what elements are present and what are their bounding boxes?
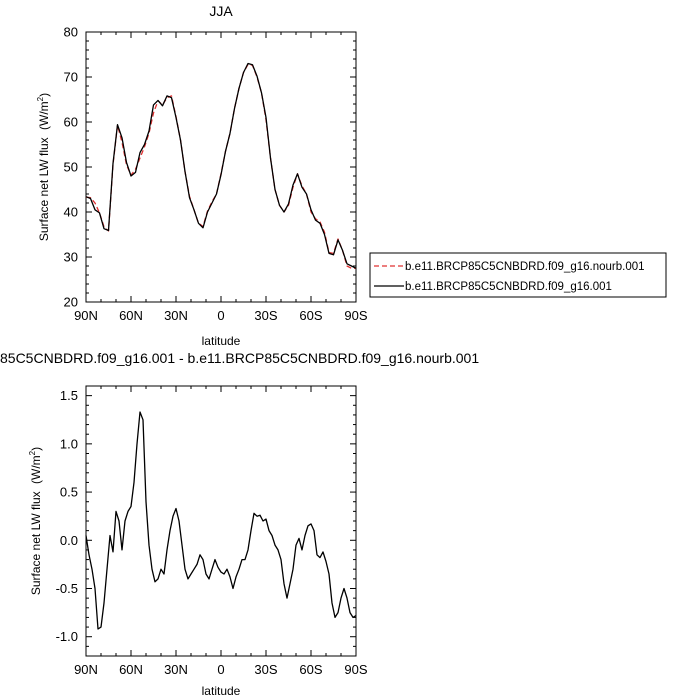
bottom-panel: 85C5CNBDRD.f09_g16.001 - b.e11.BRCP85C5C… <box>0 350 479 698</box>
x-tick-label: 60S <box>299 308 322 323</box>
legend-label-base: b.e11.BRCP85C5CNBDRD.f09_g16.001 <box>405 281 612 293</box>
plot-frame <box>85 385 357 657</box>
y-tick-label: 80 <box>64 25 78 40</box>
legend-box <box>369 252 667 298</box>
y-tick-label: 0.0 <box>60 533 78 548</box>
chart-title: 85C5CNBDRD.f09_g16.001 - b.e11.BRCP85C5C… <box>0 350 479 366</box>
y-tick-label: 20 <box>64 295 78 310</box>
y-tick-label: 70 <box>64 70 78 85</box>
x-tick-label: 0 <box>217 308 224 323</box>
y-tick-label: 1.5 <box>60 388 78 403</box>
y-axis-label-text: Surface net LW flux <box>29 491 43 595</box>
y-axis-label: Surface net LW flux (W/m2) <box>36 93 51 241</box>
y-axis-label-units-close: ) <box>29 447 43 451</box>
top-panel: JJA 20 30 40 50 60 70 80 90N 60N 30N 0 30S 60S 90S l… <box>36 3 667 348</box>
x-tick-label: 90S <box>344 308 367 323</box>
y-tick-label: 1.0 <box>60 436 78 451</box>
x-tick-label: 60S <box>299 662 322 677</box>
x-tick-label: 30S <box>254 662 277 677</box>
x-tick-label: 30N <box>164 308 188 323</box>
x-tick-label: 30S <box>254 308 277 323</box>
y-axis-label: Surface net LW flux (W/m2) <box>28 447 43 595</box>
x-tick-label: 90S <box>344 662 367 677</box>
chart-title: JJA <box>209 3 233 19</box>
series-line-0 <box>85 411 357 630</box>
y-tick-label: -1.0 <box>56 629 78 644</box>
y-tick-label: 40 <box>64 205 78 220</box>
legend: b.e11.BRCP85C5CNBDRD.f09_g16.nourb.001 b… <box>369 252 667 298</box>
series-line-0 <box>85 63 356 269</box>
y-axis-label-units: (W/m <box>37 101 51 130</box>
x-tick-label: 0 <box>217 662 224 677</box>
y-tick-label: -0.5 <box>56 581 78 596</box>
y-axis-label-units-exp: 2 <box>36 96 45 101</box>
y-axis-label-units: (W/m <box>29 455 43 484</box>
x-tick-label: 90N <box>74 308 98 323</box>
series-group <box>85 62 357 269</box>
y-tick-label: 50 <box>64 160 78 175</box>
legend-label-nourb: b.e11.BRCP85C5CNBDRD.f09_g16.nourb.001 <box>405 261 645 273</box>
x-tick-label: 30N <box>164 662 188 677</box>
series-line-1 <box>85 62 357 269</box>
y-axis-label-text: Surface net LW flux <box>37 137 51 241</box>
y-axis: 20 30 40 50 60 70 80 <box>64 25 356 310</box>
plot-frame <box>85 31 357 303</box>
y-tick-label: 60 <box>64 115 78 130</box>
x-tick-label: 60N <box>119 662 143 677</box>
series-group <box>85 411 357 630</box>
y-tick-label: 30 <box>64 250 78 265</box>
y-axis-label-units-close: ) <box>37 93 51 97</box>
x-axis-label: latitude <box>202 684 241 698</box>
x-tick-label: 90N <box>74 662 98 677</box>
y-tick-label: 0.5 <box>60 485 78 500</box>
x-tick-label: 60N <box>119 308 143 323</box>
x-axis: 90N 60N 30N 0 30S 60S 90S <box>74 386 368 677</box>
y-axis-label-units-exp: 2 <box>28 450 37 455</box>
x-axis-label: latitude <box>202 334 241 348</box>
x-axis: 90N 60N 30N 0 30S 60S 90S <box>74 32 368 323</box>
y-axis: -1.0 -0.5 0.0 0.5 1.0 1.5 <box>56 388 356 647</box>
